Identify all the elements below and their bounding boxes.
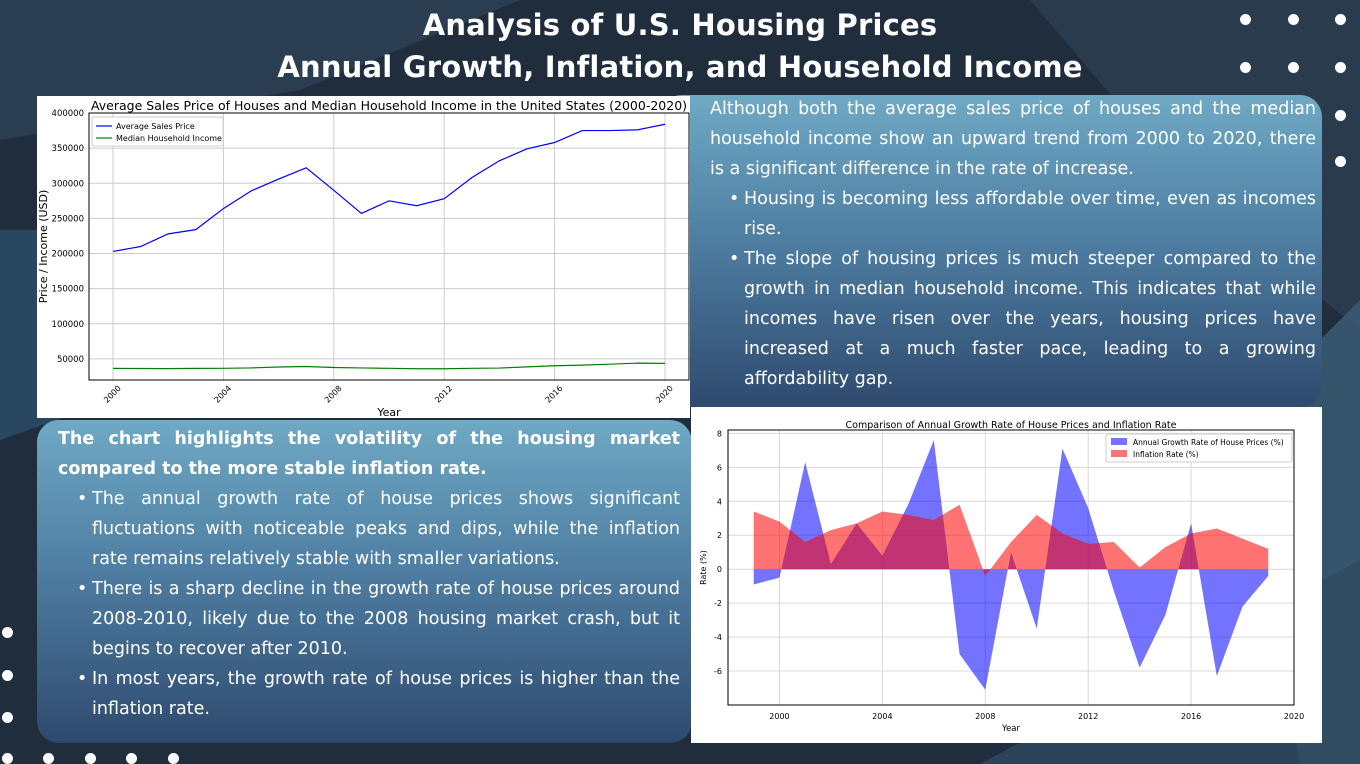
- legend-swatch: [1111, 438, 1127, 445]
- decor-dot: [43, 753, 54, 764]
- x-tick-label: 2012: [433, 384, 454, 405]
- list-item: Housing is becoming less affordable over…: [729, 184, 1316, 244]
- y-tick-label: -2: [714, 599, 722, 608]
- y-tick-label: 0: [717, 565, 722, 574]
- y-tick-label: 8: [717, 429, 722, 438]
- decor-dot: [1288, 62, 1299, 73]
- y-tick-label: 2: [717, 531, 722, 540]
- top-insight-lead: Although both the average sales price of…: [710, 99, 1316, 179]
- title-line-2: Annual Growth, Inflation, and Household …: [277, 50, 1083, 84]
- y-tick-label: -6: [714, 667, 722, 676]
- decor-dot: [1335, 110, 1346, 121]
- decor-dot: [2, 753, 13, 764]
- decor-dot: [1288, 14, 1299, 25]
- plot-frame: [88, 112, 690, 381]
- y-tick-label: 6: [717, 463, 722, 472]
- x-tick-label: 2004: [213, 384, 234, 405]
- plot-frame: [727, 429, 1295, 706]
- title-line-1: Analysis of U.S. Housing Prices: [422, 8, 938, 42]
- x-tick-label: 2008: [323, 384, 344, 405]
- growth-inflation-chart-svg: Comparison of Annual Growth Rate of Hous…: [699, 420, 1304, 734]
- legend: Average Sales Price Median Household Inco…: [91, 116, 224, 147]
- price-income-chart: Average Sales Price of Houses and Median…: [37, 96, 690, 419]
- chart-title: Average Sales Price of Houses and Median…: [91, 98, 687, 113]
- bottom-insight-lead: The chart highlights the volatility of t…: [58, 429, 680, 479]
- legend-frame: [91, 116, 224, 147]
- decor-dot: [1240, 14, 1251, 25]
- decor-dot: [85, 753, 96, 764]
- decor-dot: [1240, 62, 1251, 73]
- chart-title: Comparison of Annual Growth Rate of Hous…: [846, 420, 1177, 431]
- top-insight-list: Housing is becoming less affordable over…: [710, 184, 1316, 394]
- y-tick-label: 300000: [52, 179, 84, 189]
- legend-label: Annual Growth Rate of House Prices (%): [1133, 438, 1284, 447]
- bottom-insight-list: The annual growth rate of house prices s…: [58, 484, 680, 724]
- y-axis-label: Rate (%): [699, 550, 708, 585]
- list-item: The annual growth rate of house prices s…: [77, 484, 680, 574]
- decor-dot: [2, 670, 13, 681]
- y-axis-label: Price / Income (USD): [37, 190, 50, 304]
- y-tick-label: 4: [717, 497, 722, 506]
- x-tick-label: 2000: [102, 384, 123, 405]
- x-tick-label: 2012: [1078, 712, 1098, 721]
- x-tick-label: 2020: [654, 384, 675, 405]
- series-area: [753, 504, 1269, 576]
- decor-dot: [2, 712, 13, 723]
- series-line: [112, 123, 666, 253]
- y-tick-label: 400000: [52, 109, 84, 119]
- top-insight-box: Although both the average sales price of…: [660, 95, 1322, 407]
- x-tick-label: 2008: [975, 712, 995, 721]
- y-tick-label: 150000: [52, 285, 84, 295]
- x-tick-label: 2016: [1181, 712, 1201, 721]
- y-tick-label: 50000: [57, 355, 84, 365]
- growth-inflation-chart: Comparison of Annual Growth Rate of Hous…: [691, 407, 1322, 743]
- x-tick-label: 2016: [544, 384, 565, 405]
- list-item: There is a sharp decline in the growth r…: [77, 574, 680, 664]
- y-tick-label: 250000: [52, 214, 84, 224]
- legend-label: Inflation Rate (%): [1133, 450, 1199, 459]
- x-tick-label: 2000: [769, 712, 789, 721]
- x-tick-label: 2020: [1284, 712, 1304, 721]
- decor-dot: [1335, 14, 1346, 25]
- x-axis-label: Year: [1001, 724, 1021, 734]
- list-item: In most years, the growth rate of house …: [77, 664, 680, 724]
- y-tick-label: 350000: [52, 144, 84, 154]
- y-tick-label: -4: [714, 633, 722, 642]
- x-axis-label: Year: [376, 406, 401, 418]
- series-line: [112, 362, 666, 370]
- legend-label: Average Sales Price: [116, 122, 195, 131]
- y-tick-label: 100000: [52, 320, 84, 330]
- list-item: The slope of housing prices is much stee…: [729, 244, 1316, 394]
- decor-dot: [1335, 62, 1346, 73]
- decor-dot: [1335, 156, 1346, 167]
- decor-dot: [168, 753, 179, 764]
- price-income-chart-svg: Average Sales Price of Houses and Median…: [37, 98, 690, 419]
- x-tick-label: 2004: [872, 712, 892, 721]
- legend: Annual Growth Rate of House Prices (%) In…: [1105, 433, 1293, 463]
- decor-dot: [126, 753, 137, 764]
- y-tick-label: 200000: [52, 250, 84, 260]
- page-title: Analysis of U.S. Housing Prices Annual G…: [0, 4, 1360, 88]
- legend-swatch: [1111, 450, 1127, 457]
- legend-label: Median Household Income: [116, 134, 222, 143]
- decor-dot: [2, 627, 13, 638]
- bottom-insight-box: The chart highlights the volatility of t…: [37, 420, 692, 743]
- legend-frame: [1105, 433, 1293, 463]
